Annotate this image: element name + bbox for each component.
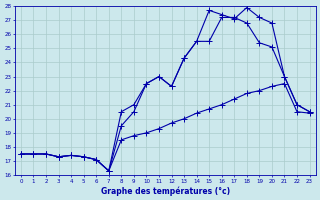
X-axis label: Graphe des températures (°c): Graphe des températures (°c): [101, 186, 230, 196]
